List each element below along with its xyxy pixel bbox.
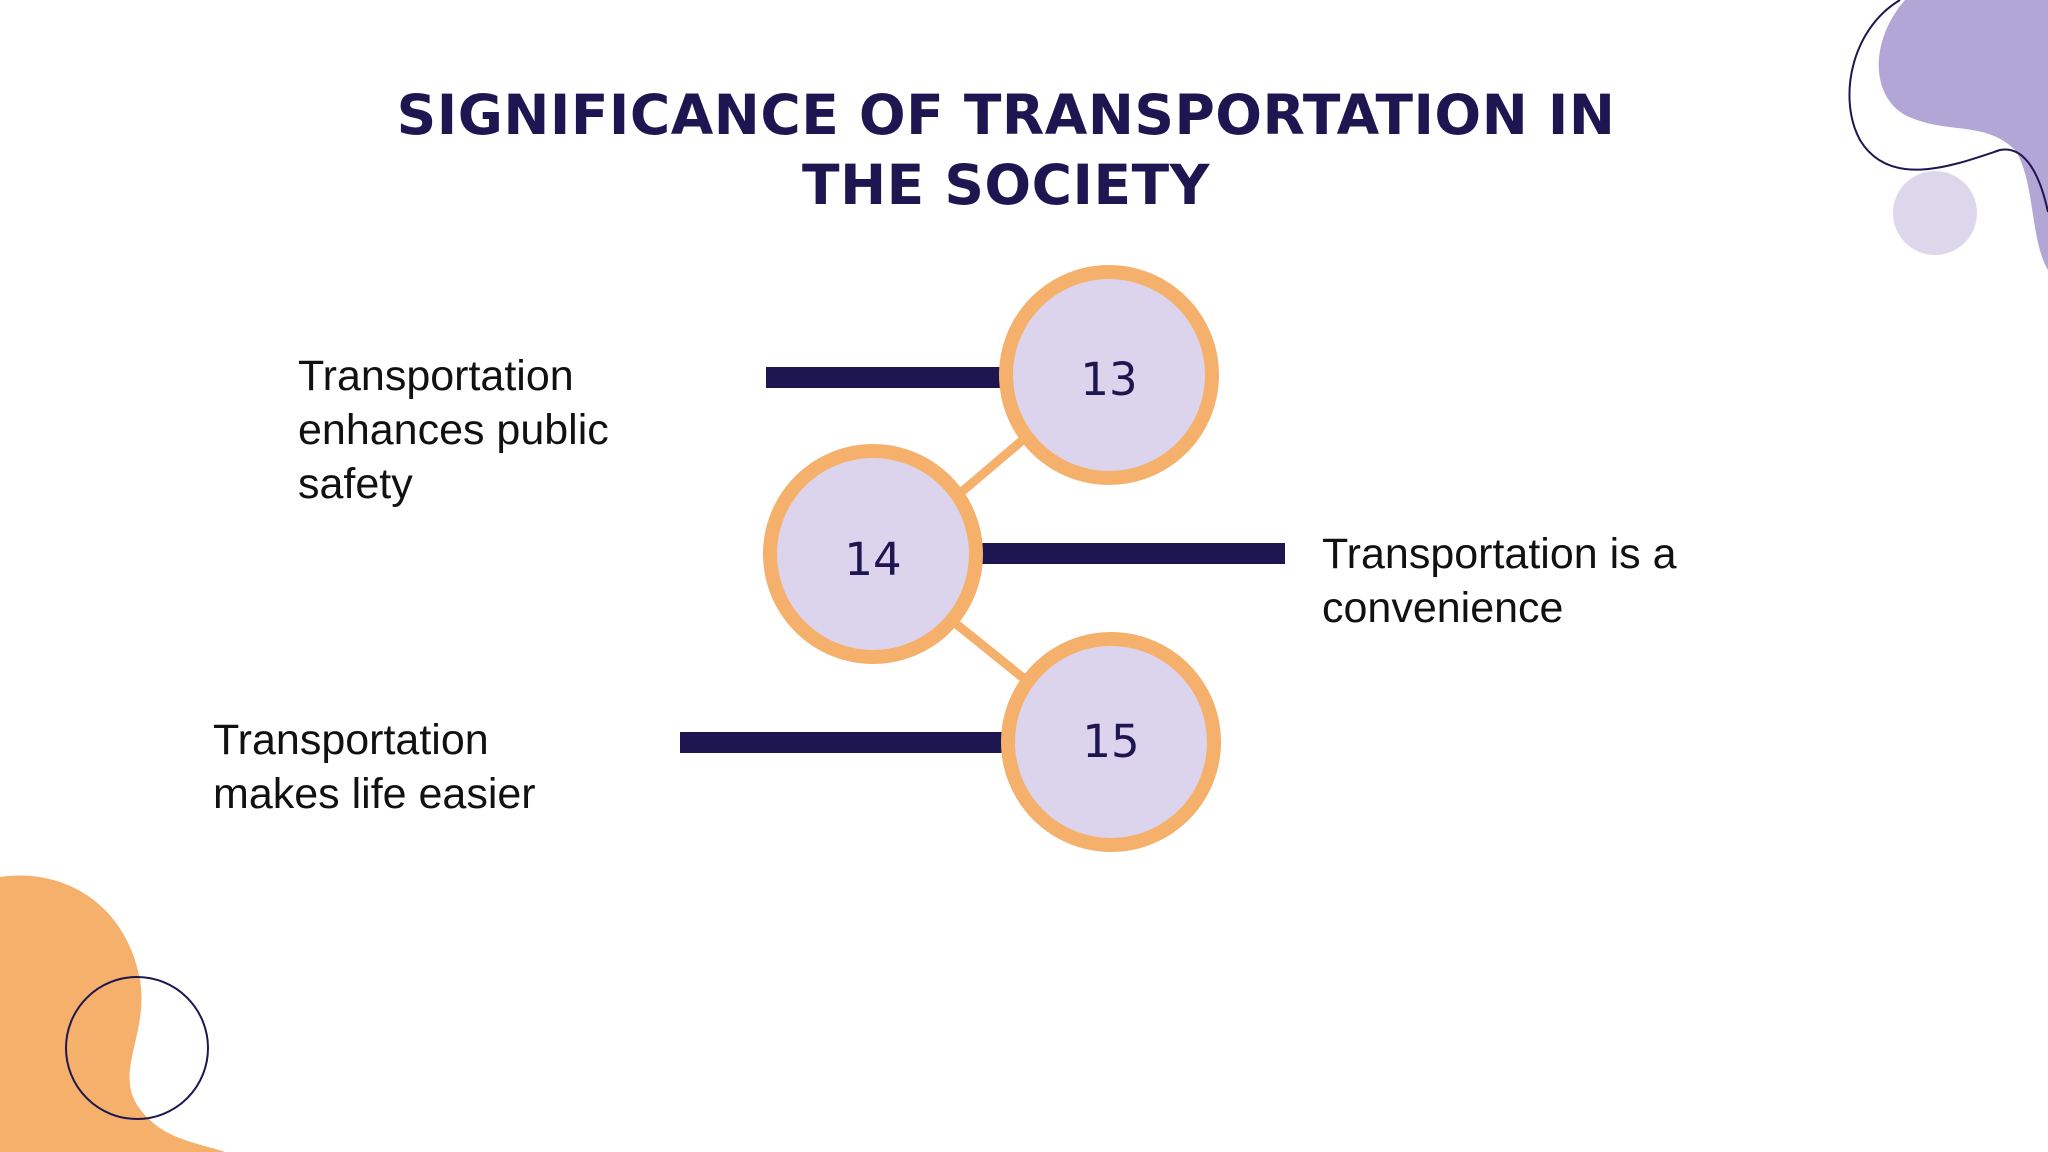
page-title: SIGNIFICANCE OF TRANSPORTATION IN THE SO… xyxy=(300,80,1712,220)
bar-14 xyxy=(970,543,1285,564)
top-right-purple-blob xyxy=(1878,0,2048,270)
label-13-line-2: enhances public xyxy=(298,406,609,454)
node-number-14: 14 xyxy=(844,533,902,586)
title-line-2: THE SOCIETY xyxy=(802,153,1210,217)
label-15-line-2: makes life easier xyxy=(213,770,536,818)
bar-13 xyxy=(766,367,1002,388)
label-14-line-1: Transportation is a xyxy=(1322,530,1677,578)
connector-14-15 xyxy=(952,619,1035,689)
node-circle-13 xyxy=(999,265,1219,485)
label-14-line-2: convenience xyxy=(1322,584,1564,632)
node-circle-15 xyxy=(1001,632,1221,852)
node-number-15: 15 xyxy=(1082,715,1140,768)
connector-13-14 xyxy=(955,434,1028,499)
node-number-13: 13 xyxy=(1080,353,1138,406)
top-right-light-dot xyxy=(1893,171,1977,255)
bottom-left-outline-circle xyxy=(65,976,209,1120)
top-right-outline-curve xyxy=(1848,0,2048,213)
label-13: Transportation enhances public safety xyxy=(298,349,609,511)
bar-15 xyxy=(680,732,1004,753)
label-13-line-3: safety xyxy=(298,460,413,508)
title-line-1: SIGNIFICANCE OF TRANSPORTATION IN xyxy=(396,83,1616,147)
node-circle-14 xyxy=(763,444,983,664)
label-13-line-1: Transportation xyxy=(298,352,574,400)
bottom-left-orange-blob xyxy=(0,875,225,1152)
label-15: Transportation makes life easier xyxy=(213,713,536,821)
label-14: Transportation is a convenience xyxy=(1322,527,1677,635)
label-15-line-1: Transportation xyxy=(213,716,489,764)
